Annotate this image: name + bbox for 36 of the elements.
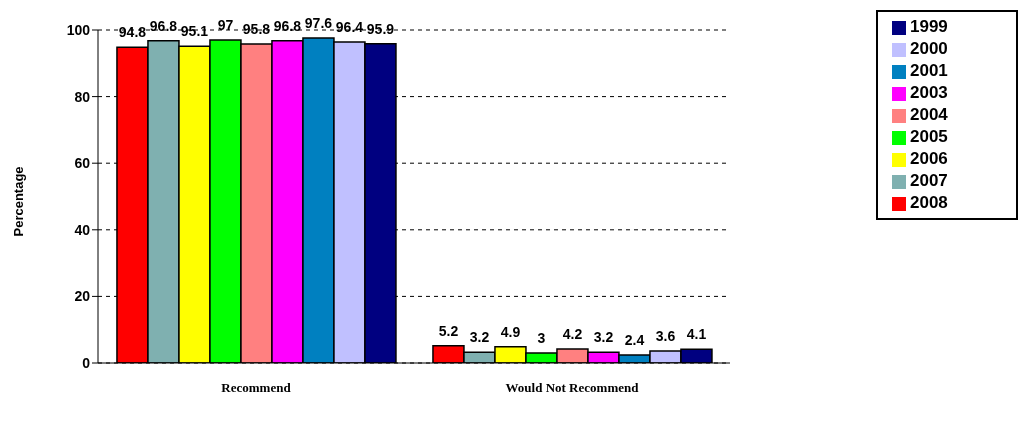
y-tick-label: 80	[74, 88, 91, 105]
y-tick-label: 40	[74, 221, 91, 238]
y-tick-label: 20	[74, 288, 91, 305]
legend-label: 2006	[910, 149, 948, 168]
y-tick-label: 60	[74, 155, 91, 172]
legend-label: 2005	[910, 127, 948, 146]
data-label: 3.6	[655, 328, 676, 345]
data-label: 95.9	[366, 20, 395, 37]
y-tick-label: 0	[82, 354, 91, 371]
data-label: 4.1	[686, 326, 707, 343]
data-label: 95.1	[180, 23, 209, 40]
x-tick-label: Would Not Recommend	[505, 380, 640, 396]
legend-label: 2008	[910, 193, 948, 212]
data-label: 96.8	[149, 17, 178, 34]
data-label: 3	[537, 330, 546, 347]
data-label: 2.4	[624, 332, 645, 349]
legend-label: 2007	[910, 171, 948, 190]
data-label: 5.2	[438, 322, 459, 339]
data-label: 4.2	[562, 326, 583, 343]
data-label: 96.8	[273, 17, 302, 34]
legend-label: 1999	[910, 17, 948, 36]
legend-label: 2003	[910, 83, 948, 102]
data-label: 97.6	[304, 14, 333, 31]
y-tick-label: 100	[66, 21, 91, 38]
x-tick-label: Recommend	[221, 380, 292, 396]
data-label: 4.9	[500, 323, 521, 340]
y-axis-title: Percentage	[10, 166, 26, 237]
data-label: 97	[217, 16, 234, 33]
data-label: 95.8	[242, 20, 271, 37]
legend-label: 2001	[910, 61, 948, 80]
data-label: 3.2	[593, 329, 614, 346]
legend-label: 2004	[910, 105, 948, 124]
data-label: 3.2	[469, 329, 490, 346]
legend-label: 2000	[910, 39, 948, 58]
data-label: 94.8	[118, 24, 147, 41]
data-label: 96.4	[335, 18, 364, 35]
